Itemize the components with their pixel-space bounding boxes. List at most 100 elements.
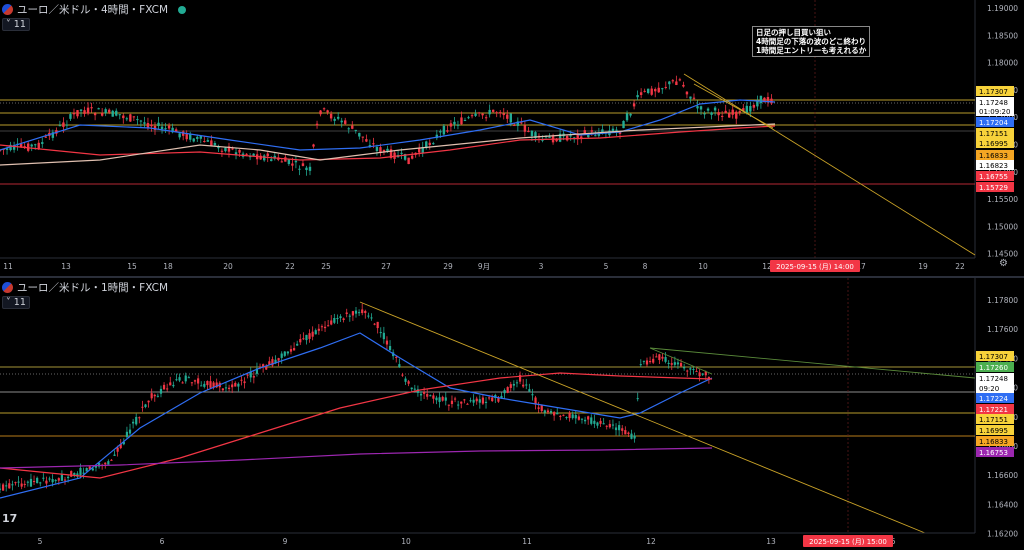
candle — [122, 441, 125, 445]
candle — [245, 153, 248, 155]
candle — [108, 109, 111, 113]
candle — [643, 90, 646, 92]
candle — [237, 383, 240, 387]
candle — [212, 382, 215, 388]
symbol-header[interactable]: ユーロ／米ドル・1時間・FXCM — [2, 280, 168, 295]
candle — [333, 118, 336, 121]
candle — [280, 161, 284, 163]
y-tick-label: 1.17800 — [987, 296, 1018, 305]
candle — [227, 387, 231, 389]
candle — [599, 420, 602, 424]
candle — [63, 479, 67, 481]
candle — [407, 381, 410, 384]
candle — [516, 121, 520, 126]
candle — [766, 97, 770, 103]
price-badge — [976, 128, 1014, 138]
candle — [621, 428, 624, 431]
candle — [32, 481, 36, 483]
indicators-toggle[interactable]: ˅ 11 — [2, 18, 30, 31]
price-badge-label: 1.17307 — [979, 353, 1008, 361]
settings-icon[interactable]: ⚙ — [999, 258, 1008, 269]
candle — [569, 135, 572, 137]
candle — [91, 468, 94, 471]
candle — [190, 382, 194, 384]
symbol-header[interactable]: ユーロ／米ドル・4時間・FXCM — [2, 2, 187, 17]
x-tick-label: 19 — [918, 262, 928, 271]
x-tick-label: 11 — [3, 262, 13, 271]
candle — [475, 398, 478, 402]
candle — [543, 410, 546, 413]
candle — [193, 380, 197, 382]
candle — [562, 414, 565, 416]
candle — [439, 131, 442, 133]
candle — [262, 364, 265, 368]
candle — [438, 397, 441, 402]
candle — [122, 115, 125, 119]
price-chart-4h[interactable]: 1.190001.185001.180001.175001.170001.165… — [0, 0, 1024, 276]
x-tick-label: 12 — [762, 262, 772, 271]
candle — [444, 397, 447, 401]
candle — [136, 119, 139, 121]
y-tick-label: 1.16400 — [987, 500, 1018, 509]
candle — [577, 416, 580, 420]
candle — [527, 131, 530, 133]
candle — [104, 109, 107, 114]
candle — [441, 396, 444, 401]
candle — [344, 120, 347, 124]
trend-line — [649, 347, 713, 375]
candle — [686, 370, 689, 372]
candle — [587, 134, 590, 138]
candle — [224, 147, 227, 152]
candle — [472, 399, 475, 403]
candle — [605, 425, 608, 427]
trend-line — [693, 83, 774, 129]
pane-divider[interactable] — [0, 276, 1024, 278]
candle — [246, 374, 249, 376]
price-badge-label: 1.17248 — [979, 375, 1008, 383]
chart-pane-4h[interactable]: 1.190001.185001.180001.175001.170001.165… — [0, 0, 1024, 276]
candle — [184, 375, 187, 382]
price-badge-label: 1.16823 — [979, 162, 1008, 170]
candle — [546, 410, 550, 413]
candle — [670, 363, 673, 365]
candle — [717, 112, 720, 116]
candle — [633, 435, 636, 439]
candle — [553, 412, 556, 416]
candle — [301, 163, 305, 166]
candle — [386, 148, 389, 152]
price-badge-label: 09:20 — [979, 385, 999, 393]
candle — [654, 89, 657, 92]
candle — [150, 124, 153, 127]
candle — [629, 113, 632, 116]
candle — [286, 351, 289, 354]
candle — [370, 317, 373, 319]
x-tick-label: 6 — [160, 537, 165, 546]
candle — [2, 149, 5, 151]
candle — [559, 415, 562, 417]
candle — [710, 112, 713, 115]
candle — [676, 362, 680, 365]
candle — [580, 418, 584, 420]
candle — [728, 113, 731, 118]
candle — [200, 385, 203, 387]
candle — [568, 412, 571, 419]
candle — [217, 146, 220, 149]
chart-pane-1h[interactable]: 1.178001.176001.174001.172001.170001.168… — [0, 278, 1024, 550]
candle — [375, 146, 379, 152]
candle — [720, 115, 724, 117]
symbol-title: ユーロ／米ドル・1時間・FXCM — [17, 282, 169, 294]
price-chart-1h[interactable]: 1.178001.176001.174001.172001.170001.168… — [0, 278, 1024, 550]
annotation-note[interactable]: 日足の押し目買い狙い 4時間足の下落の波のどこ終わり 1時間足エントリーも考えれ… — [752, 26, 871, 57]
indicators-toggle[interactable]: ˅ 11 — [2, 296, 30, 309]
candle — [138, 417, 141, 419]
candle — [347, 128, 350, 130]
candle — [125, 118, 129, 120]
candle — [104, 462, 107, 465]
candle — [23, 146, 26, 148]
candle — [642, 360, 645, 362]
candle — [587, 416, 590, 420]
y-tick-label: 1.14500 — [987, 250, 1018, 259]
candle — [197, 378, 200, 384]
candle — [157, 122, 160, 127]
time-cursor-badge — [803, 535, 893, 547]
